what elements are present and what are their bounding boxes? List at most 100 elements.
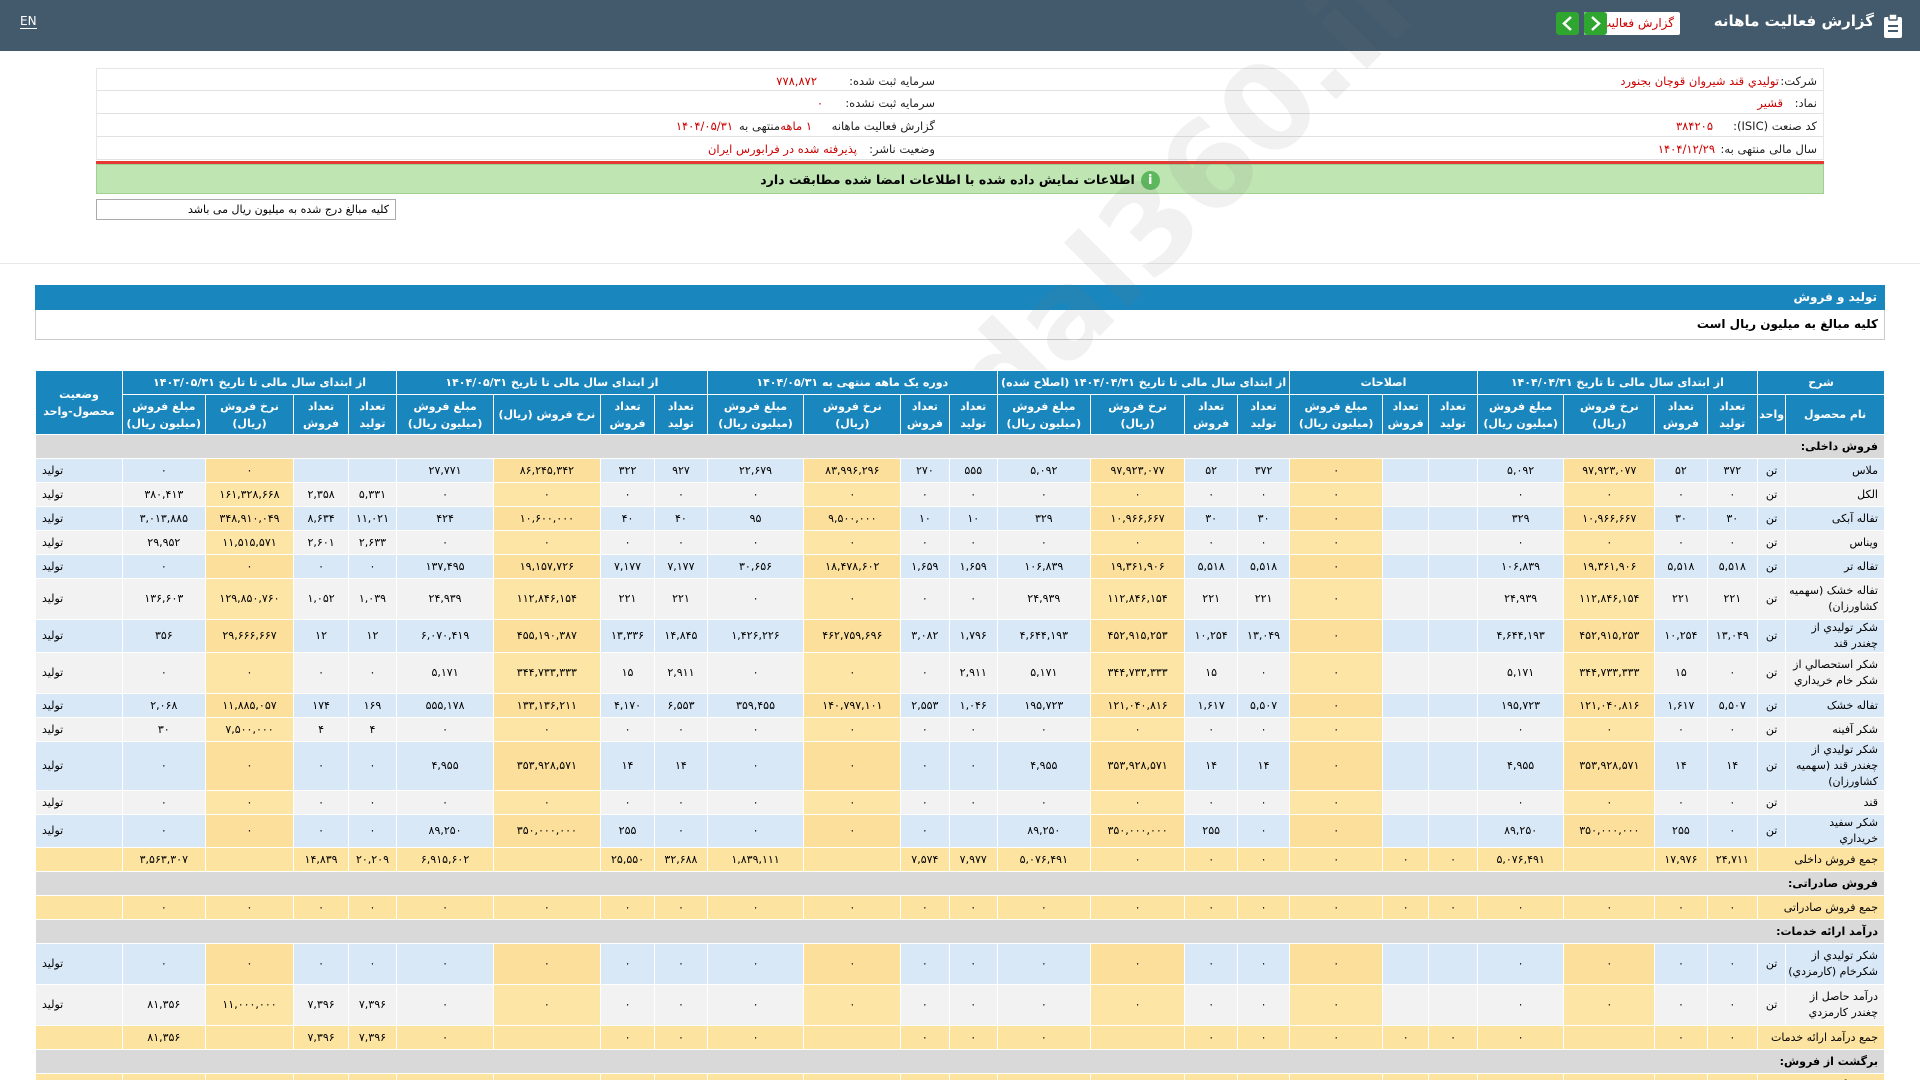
cell bbox=[1382, 458, 1430, 483]
product-unit: تن bbox=[1756, 984, 1787, 1026]
product-unit: تن bbox=[1756, 741, 1787, 791]
cell: ۰ bbox=[347, 741, 398, 791]
cell: ۰ bbox=[706, 814, 805, 848]
product-unit: تن bbox=[1756, 530, 1787, 555]
cell: ۰ bbox=[654, 984, 708, 1026]
cell: ۰ bbox=[1476, 1073, 1565, 1080]
cell bbox=[1428, 578, 1478, 620]
cell: ۰ bbox=[1184, 717, 1238, 742]
cell bbox=[1382, 717, 1430, 742]
cell: ۰ bbox=[1184, 1073, 1238, 1080]
cell: ۰ bbox=[1428, 1073, 1478, 1080]
product-name: شکر توليدي از چغندر قند (سهميه کشاورزان) bbox=[1785, 741, 1885, 791]
cell: ۳۸۰,۴۱۳ bbox=[121, 482, 206, 507]
cell: ۰ bbox=[706, 1025, 805, 1050]
cell: ۷,۳۹۶ bbox=[347, 1025, 398, 1050]
cell: ۰ bbox=[1428, 1025, 1478, 1050]
cell: ۲۵۵ bbox=[599, 814, 656, 848]
cell bbox=[1382, 741, 1430, 791]
cell: ۰ bbox=[599, 984, 656, 1026]
cell: ۰ bbox=[1184, 984, 1238, 1026]
cell: ۱۰۶,۸۳۹ bbox=[996, 554, 1091, 579]
prev-button[interactable] bbox=[1556, 12, 1579, 35]
symbol-value[interactable]: قشیر bbox=[1757, 96, 1783, 110]
cell: ۰ bbox=[347, 943, 398, 985]
cell: ۰ bbox=[948, 790, 998, 815]
cell bbox=[492, 847, 601, 872]
status-cell: تولید bbox=[35, 717, 123, 742]
header-unit: واحد bbox=[1756, 394, 1787, 435]
cell: ۰ bbox=[1563, 943, 1656, 985]
cell: ۰ bbox=[204, 790, 295, 815]
cell: ۰ bbox=[1289, 943, 1384, 985]
cell: ۱۵ bbox=[1184, 652, 1238, 694]
product-unit: تن bbox=[1756, 554, 1787, 579]
total-row: جمع برگشت از فروش۰۰۰۰۰۰۰۰۰۰۰۰۰۰۰۰۰۰۰۰۰۰۰ bbox=[35, 1073, 1885, 1080]
cell: ۲۹,۶۶۶,۶۶۷ bbox=[204, 619, 295, 653]
cell: ۰ bbox=[900, 895, 950, 920]
cell bbox=[1428, 530, 1478, 555]
cell: ۱۹۵,۷۲۳ bbox=[996, 693, 1091, 718]
cell: ۱۳,۳۳۶ bbox=[599, 619, 656, 653]
cell: ۱۱,۸۸۵,۰۵۷ bbox=[204, 693, 295, 718]
cell: ۱۰۶,۸۳۹ bbox=[1476, 554, 1565, 579]
cell: ۵۲ bbox=[1654, 458, 1708, 483]
header-group-1: از ابتدای سال مالی تا تاریخ ۱۴۰۴/۰۴/۳۱ bbox=[1476, 370, 1759, 395]
cell: ۷,۱۷۷ bbox=[599, 554, 656, 579]
status-cell bbox=[35, 895, 123, 920]
cell: ۳۲,۶۸۸ bbox=[654, 847, 708, 872]
status-cell bbox=[35, 847, 123, 872]
cell: ۰ bbox=[996, 895, 1091, 920]
report-period: ۱ ماهه bbox=[780, 119, 812, 133]
status-cell: تولید bbox=[35, 619, 123, 653]
cell: ۱۲۱,۰۴۰,۸۱۶ bbox=[1089, 693, 1186, 718]
cell bbox=[1428, 693, 1478, 718]
cell: ۸۹,۲۵۰ bbox=[396, 814, 494, 848]
cell: ۰ bbox=[204, 741, 295, 791]
total-label: جمع درآمد ارائه خدمات bbox=[1757, 1025, 1885, 1050]
cell: ۰ bbox=[654, 895, 708, 920]
cell: ۲۴,۹۳۹ bbox=[996, 578, 1091, 620]
cell: ۰ bbox=[654, 814, 708, 848]
cell: ۲۰,۲۰۹ bbox=[347, 847, 398, 872]
cell: ۰ bbox=[293, 943, 349, 985]
cell bbox=[347, 458, 398, 483]
publisher-status-label: وضعیت ناشر: bbox=[869, 142, 935, 156]
cell: ۰ bbox=[1089, 943, 1186, 985]
cell: ۰ bbox=[996, 482, 1091, 507]
cell: ۴ bbox=[347, 717, 398, 742]
cell: ۳۰ bbox=[121, 717, 206, 742]
cell: ۲,۹۱۱ bbox=[948, 652, 998, 694]
cell: ۰ bbox=[654, 943, 708, 985]
cell: ۰ bbox=[1289, 814, 1384, 848]
cell: ۵,۱۷۱ bbox=[1476, 652, 1565, 694]
info-row-isic: کد صنعت (ISIC): ۳۸۴۲۰۵ گزارش فعالیت ماها… bbox=[96, 114, 1824, 137]
cell: ۰ bbox=[347, 790, 398, 815]
cell: ۰ bbox=[1289, 554, 1384, 579]
cell: ۰ bbox=[204, 554, 295, 579]
cell: ۰ bbox=[599, 1025, 656, 1050]
header-amount-g5: مبلغ فروش (میلیون ریال) bbox=[396, 394, 494, 435]
cell: ۰ bbox=[900, 741, 950, 791]
cell: ۰ bbox=[204, 895, 295, 920]
cell: ۸۹,۲۵۰ bbox=[1476, 814, 1565, 848]
cell bbox=[1089, 1025, 1186, 1050]
cell: ۸,۶۳۴ bbox=[293, 506, 349, 531]
cell: ۰ bbox=[1706, 530, 1759, 555]
header-group-5: از ابتدای سال مالی تا تاریخ ۱۴۰۴/۰۵/۳۱ bbox=[396, 370, 708, 395]
data-table: شرح از ابتدای سال مالی تا تاریخ ۱۴۰۴/۰۴/… bbox=[35, 370, 1885, 1080]
next-button[interactable] bbox=[1584, 12, 1607, 35]
cell: ۰ bbox=[599, 717, 656, 742]
fiscal-year-label: سال مالی منتهی به: bbox=[1720, 142, 1817, 156]
cell: ۰ bbox=[599, 943, 656, 985]
table-row: شکر توليدي از چغندر قند (سهميه کشاورزان)… bbox=[35, 741, 1885, 791]
cell: ۱۰ bbox=[948, 506, 998, 531]
total-row: جمع فروش داخلی ۲۴,۷۱۱ ۱۷,۹۷۶ ۵,۰۷۶,۴۹۱ ۰ ۰ ۰ ۰ ۰… bbox=[35, 847, 1885, 872]
cell: ۱۴ bbox=[1706, 741, 1759, 791]
cell: ۹۷,۹۲۳,۰۷۷ bbox=[1089, 458, 1186, 483]
cell: ۰ bbox=[1706, 814, 1759, 848]
cell: ۲۵۵ bbox=[1184, 814, 1238, 848]
header-rate-g1: نرخ فروش (ریال) bbox=[1563, 394, 1656, 435]
language-toggle[interactable]: EN bbox=[20, 14, 37, 29]
section-label: فروش داخلی: bbox=[35, 434, 1885, 459]
